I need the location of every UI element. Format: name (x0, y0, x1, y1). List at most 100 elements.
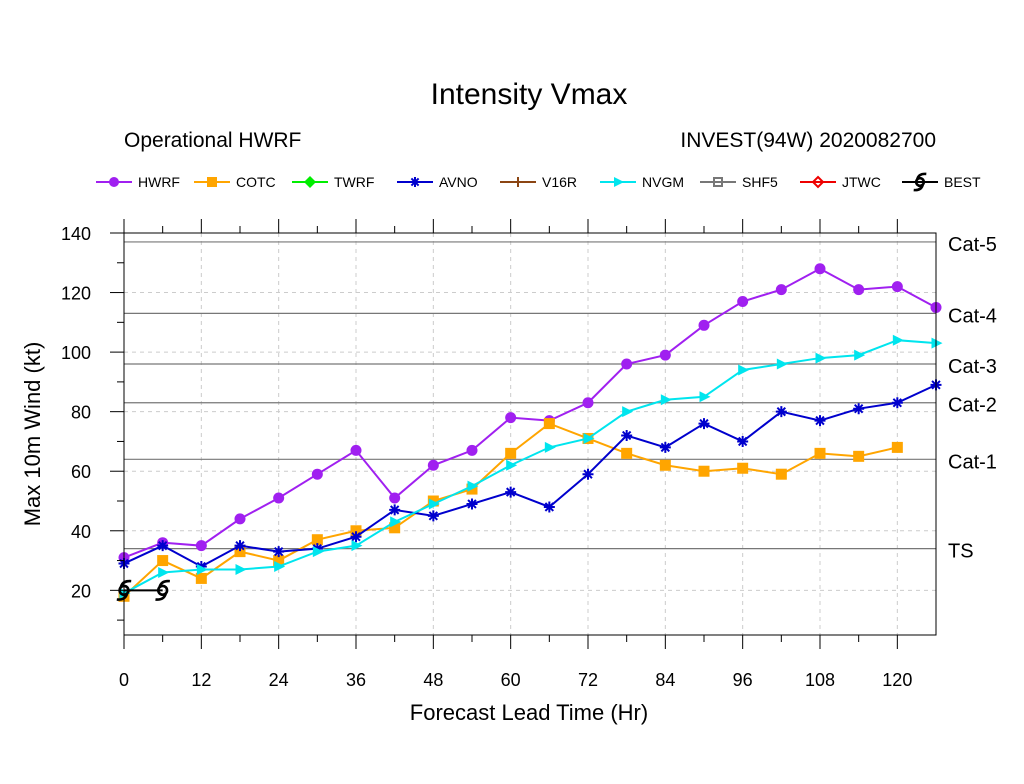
legend-label: HWRF (138, 174, 180, 190)
data-point (892, 334, 904, 346)
threshold-label: Cat-4 (948, 305, 997, 327)
data-point (274, 561, 286, 573)
legend-marker (614, 177, 624, 187)
data-point (698, 319, 710, 331)
data-point (659, 459, 671, 471)
data-point (505, 412, 517, 424)
legend-item-nvgm: NVGM (600, 174, 684, 190)
data-point (311, 468, 323, 480)
data-point (582, 468, 594, 480)
data-point (891, 281, 903, 293)
x-tick-label: 120 (882, 670, 912, 690)
series-group (116, 263, 943, 602)
data-point (155, 579, 170, 601)
x-tick-label: 96 (733, 670, 753, 690)
legend-item-best: BEST (902, 172, 981, 192)
category-thresholds: TS Cat-1 Cat-2 Cat-3 Cat-4 Cat-5 (124, 234, 997, 563)
data-point (737, 295, 749, 307)
data-point (389, 492, 401, 504)
y-tick-label: 80 (71, 403, 91, 423)
legend-label: V16R (542, 174, 577, 190)
data-point (814, 415, 826, 427)
data-point (157, 540, 169, 552)
data-point (235, 563, 247, 575)
legend-marker (109, 177, 119, 187)
threshold-label: Cat-2 (948, 395, 997, 417)
data-point (775, 284, 787, 296)
data-point (543, 418, 555, 430)
x-tick-label: 48 (423, 670, 443, 690)
data-point (698, 465, 710, 477)
series-line (123, 383, 937, 568)
y-tick-label: 120 (61, 284, 91, 304)
x-tick-label: 24 (269, 670, 289, 690)
legend: HWRF COTC TWRF AVNO V16R NVGM SHF5 JTWC BEST (96, 172, 981, 192)
data-point (234, 513, 246, 525)
x-tick-label: 72 (578, 670, 598, 690)
data-point (312, 546, 324, 558)
y-axis-label: Max 10m Wind (kt) (20, 342, 45, 527)
x-tick-label: 36 (346, 670, 366, 690)
grid (124, 233, 936, 635)
data-point (853, 284, 865, 296)
data-point (389, 522, 401, 534)
legend-label: COTC (236, 174, 276, 190)
data-point (621, 447, 633, 459)
data-point (467, 480, 479, 492)
data-point (273, 546, 285, 558)
legend-item-v16r: V16R (500, 174, 577, 190)
data-point (891, 441, 903, 453)
x-tick-label: 12 (191, 670, 211, 690)
data-point (311, 534, 323, 546)
x-axis-label: Forecast Lead Time (Hr) (410, 700, 648, 725)
plot-frame (123, 232, 937, 636)
data-point (389, 504, 401, 516)
legend-label: JTWC (842, 174, 881, 190)
data-point (196, 563, 208, 575)
data-point (427, 510, 439, 522)
legend-label: BEST (944, 174, 981, 190)
data-point (157, 555, 169, 567)
chart-subtitle-left: Operational HWRF (124, 129, 301, 152)
data-point (505, 486, 517, 498)
data-point (931, 337, 943, 349)
chart-subtitle-right: INVEST(94W) 2020082700 (680, 129, 936, 152)
data-point (543, 501, 555, 513)
data-point (815, 352, 827, 364)
data-point (814, 263, 826, 275)
legend-item-shf5: SHF5 (700, 174, 778, 190)
data-point (506, 459, 518, 471)
legend-item-avno: AVNO (397, 174, 478, 190)
legend-item-twrf: TWRF (292, 174, 374, 190)
legend-label: TWRF (334, 174, 374, 190)
x-tick-label: 0 (119, 670, 129, 690)
threshold-label: TS (948, 541, 974, 563)
data-point (428, 498, 440, 510)
legend-label: SHF5 (742, 174, 778, 190)
x-tick-label: 60 (501, 670, 521, 690)
data-point (698, 418, 710, 430)
data-point (854, 349, 866, 361)
x-tick-label: 84 (655, 670, 675, 690)
legend-marker (811, 175, 825, 189)
data-point (738, 364, 750, 376)
data-point (273, 555, 285, 567)
data-point (621, 358, 633, 370)
series-line (123, 267, 937, 559)
data-point (699, 391, 711, 403)
series-hwrf (118, 263, 942, 564)
series-avno (118, 379, 942, 573)
y-tick-label: 100 (61, 343, 91, 363)
data-point (195, 572, 207, 584)
legend-marker (913, 172, 927, 192)
data-point (814, 447, 826, 459)
data-point (583, 432, 595, 444)
data-point (737, 435, 749, 447)
threshold-label: Cat-1 (948, 451, 997, 473)
series-nvgm (119, 334, 943, 599)
data-point (775, 406, 787, 418)
data-point (544, 441, 556, 453)
data-point (776, 358, 788, 370)
data-point (466, 444, 478, 456)
